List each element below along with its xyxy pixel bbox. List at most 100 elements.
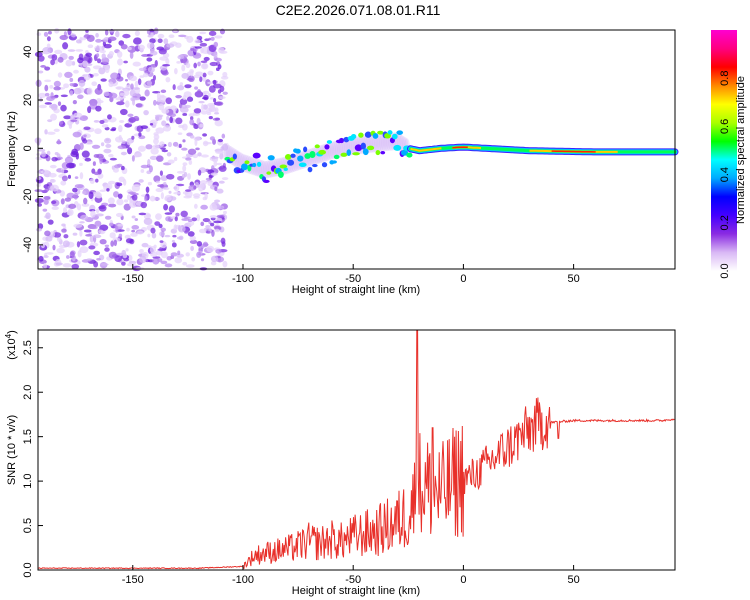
noise-blob [147, 233, 151, 238]
track-blob [367, 145, 375, 151]
track-blob [331, 160, 337, 164]
noise-blob [176, 61, 181, 64]
noise-blob [139, 248, 144, 254]
noise-blob [61, 228, 67, 233]
noise-blob [105, 182, 113, 190]
noise-blob [200, 192, 209, 195]
noise-blob [46, 96, 55, 102]
snr-xtick-label: -150 [122, 574, 144, 586]
noise-blob [185, 264, 195, 268]
noise-blob [174, 216, 178, 222]
noise-blob [138, 179, 144, 183]
noise-blob [198, 185, 204, 192]
noise-blob [215, 101, 224, 106]
colorbar-axis: 0.0 0.2 0.4 0.6 0.8 [719, 71, 731, 279]
noise-blob [40, 169, 50, 175]
noise-blob [157, 38, 163, 44]
noise-blob [216, 239, 222, 243]
noise-blob [44, 92, 50, 97]
noise-blob [69, 90, 74, 96]
noise-blob [178, 34, 187, 38]
noise-blob [115, 97, 124, 101]
snr-x-axis: -150 -100 -50 0 50 [122, 565, 580, 586]
noise-blob [214, 35, 223, 39]
noise-blob [212, 83, 222, 89]
noise-blob [142, 72, 149, 78]
noise-blob [140, 201, 148, 209]
noise-blob [114, 164, 121, 169]
colorbar-tick-label: 0.4 [719, 167, 731, 182]
noise-blob [109, 232, 116, 239]
noise-blob [115, 30, 120, 38]
track-blob [304, 153, 311, 159]
spectrogram-ytick-label: 40 [22, 46, 34, 58]
spectrogram-ytick-label: 0 [22, 145, 34, 151]
track-halo [377, 133, 384, 152]
track-blob [297, 155, 304, 162]
noise-blob [187, 231, 195, 237]
noise-blob [75, 39, 82, 44]
track-blob [339, 137, 345, 144]
noise-blob [120, 108, 128, 116]
noise-blob [138, 132, 142, 137]
noise-blob [193, 74, 201, 79]
noise-blob [209, 136, 215, 141]
noise-blob [68, 203, 77, 209]
noise-blob [215, 150, 224, 155]
noise-blob [131, 215, 136, 219]
noise-blob [197, 169, 202, 176]
noise-blob [187, 218, 193, 223]
noise-blob [121, 249, 127, 256]
noise-blob [84, 157, 92, 162]
noise-blob [127, 46, 132, 51]
colorbar-tick-label: 0.8 [719, 71, 731, 86]
snr-ytick-label: 2.0 [22, 385, 34, 400]
noise-blob [69, 251, 75, 259]
noise-blob [169, 113, 177, 118]
colorbar: 0.0 0.2 0.4 0.6 0.8 Normalized spectral ampl… [711, 30, 747, 279]
snr-series-line [37, 329, 675, 570]
noise-blob [196, 214, 201, 222]
noise-blob [109, 157, 118, 161]
noise-blob [202, 241, 209, 248]
noise-blob [157, 33, 165, 39]
noise-blob [199, 31, 207, 35]
track-halo [375, 134, 382, 153]
noise-blob [205, 230, 211, 234]
noise-blob [199, 180, 208, 185]
noise-blob [96, 192, 103, 199]
noise-blob [220, 75, 229, 80]
noise-blob [132, 61, 141, 67]
noise-blob [197, 89, 201, 94]
noise-blob [101, 124, 109, 128]
noise-blob [138, 67, 147, 72]
noise-blob [46, 131, 56, 135]
noise-blob [99, 157, 103, 165]
noise-blob [199, 76, 203, 83]
track-blob [314, 144, 320, 149]
noise-blob [149, 155, 158, 161]
noise-blob [131, 135, 135, 140]
noise-blob [133, 37, 142, 45]
noise-blob [104, 244, 110, 248]
track-blob [283, 167, 288, 172]
noise-blob [146, 42, 155, 49]
noise-blob [59, 34, 69, 41]
noise-blob [183, 216, 191, 219]
snr-y-axis: 0.0 0.5 1.0 1.5 2.0 2.5 [22, 340, 43, 578]
noise-blob [35, 153, 42, 156]
noise-blob [182, 191, 189, 195]
noise-blob [189, 116, 194, 121]
noise-blob [67, 49, 76, 52]
noise-blob [118, 125, 123, 133]
noise-blob [149, 195, 156, 202]
noise-blob [123, 203, 131, 211]
track-blob [333, 154, 340, 160]
noise-blob [209, 203, 218, 211]
spectrogram-ylabel: Frequency (Hz) [6, 111, 18, 187]
noise-blob [37, 92, 47, 98]
noise-blob [136, 230, 144, 235]
spectrogram-track [222, 130, 679, 183]
track-blob [267, 155, 275, 161]
noise-blob [187, 148, 197, 155]
